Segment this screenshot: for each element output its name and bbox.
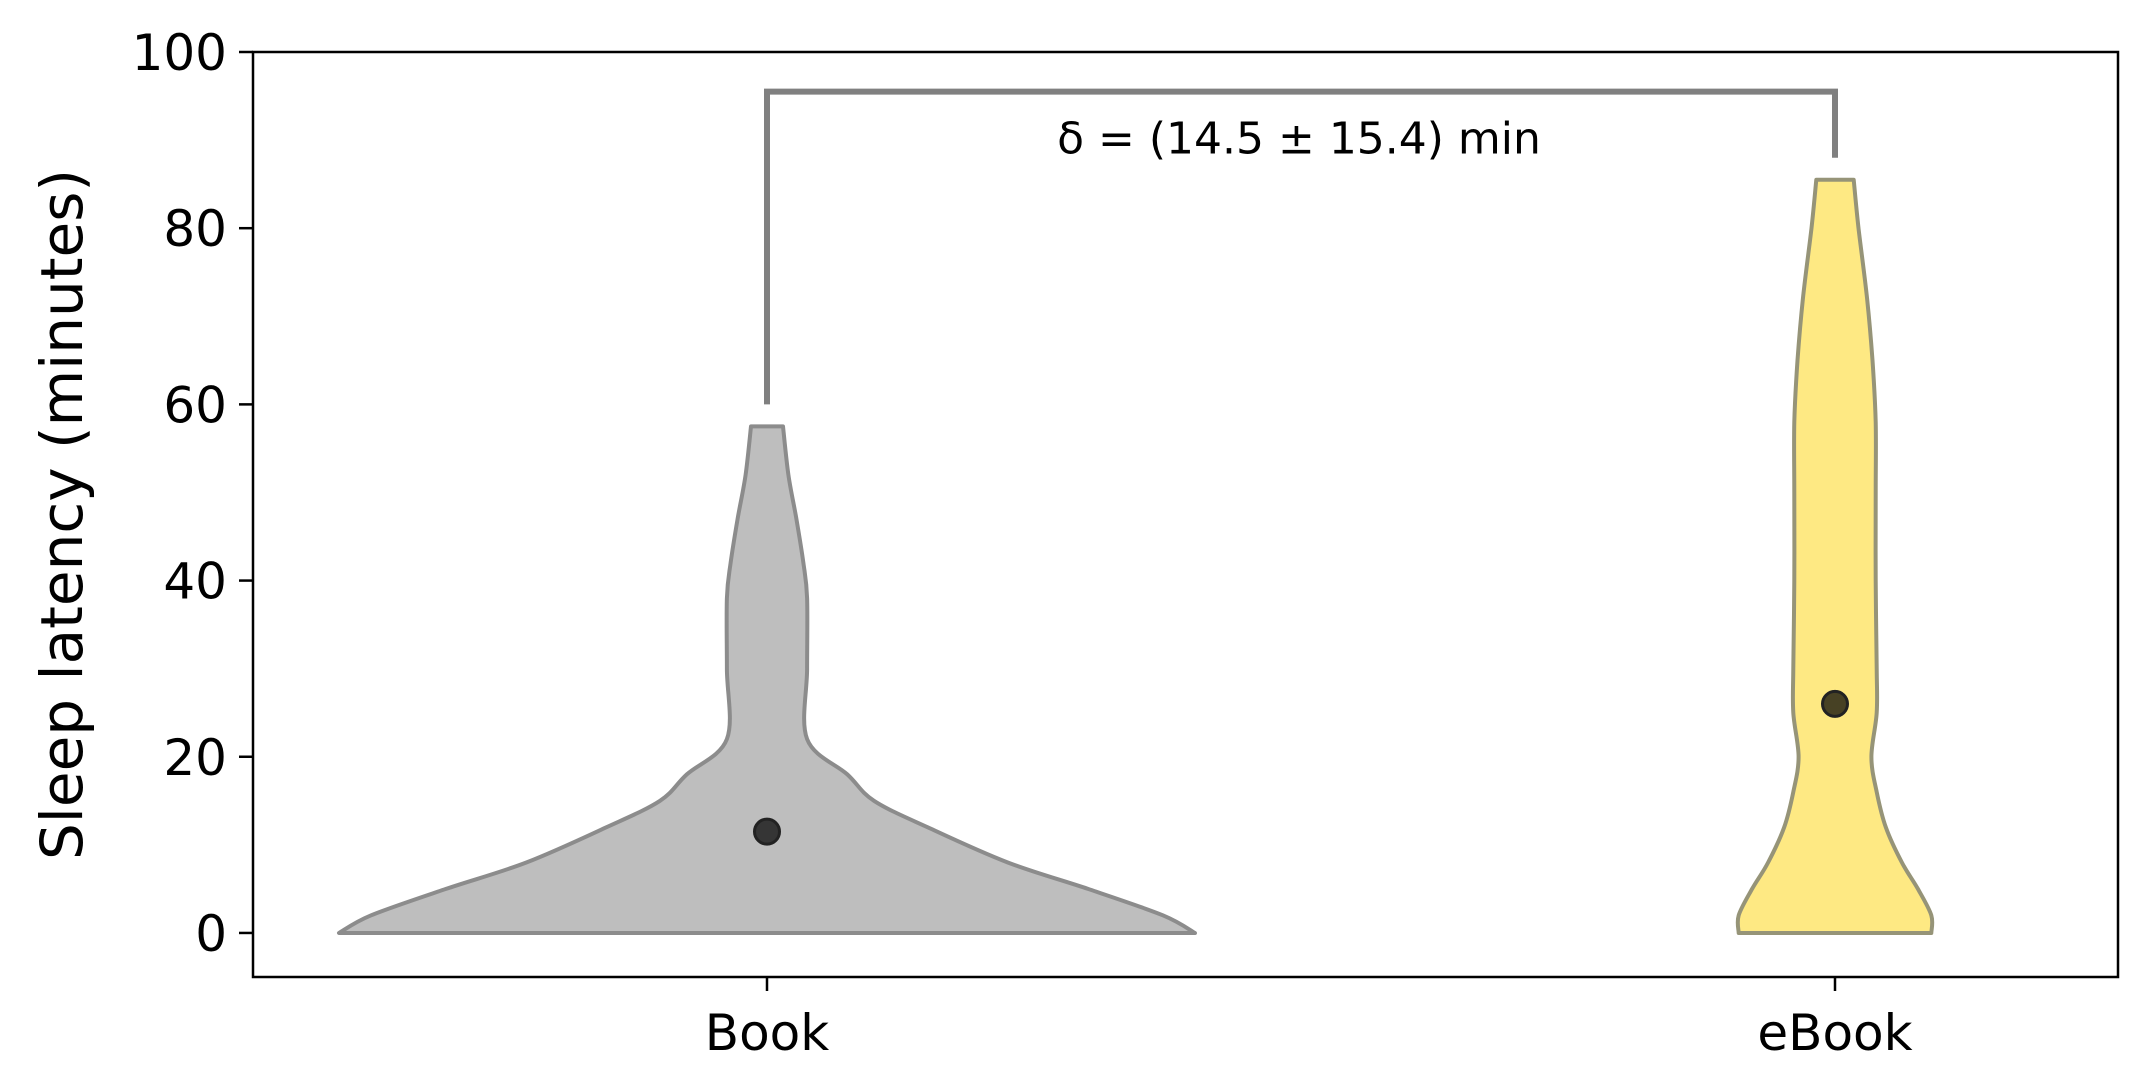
means-layer: [753, 689, 1849, 846]
y-tick-label: 60: [163, 376, 227, 434]
y-tick-label: 40: [163, 553, 227, 611]
x-tick-label-book: Book: [705, 1004, 829, 1062]
y-tick-label: 20: [163, 729, 227, 787]
plot-frame: [251, 50, 2120, 979]
y-tick-label: 100: [132, 24, 227, 82]
violin-ebook: [1735, 177, 1935, 935]
y-axis-label: Sleep latency (minutes): [28, 169, 96, 860]
significance-bracket: [764, 88, 1838, 405]
y-tick-label: 80: [163, 200, 227, 258]
mean-marker-book: [753, 817, 781, 846]
x-tick-label-ebook: eBook: [1757, 1004, 1912, 1062]
annotation-layer: δ = (14.5 ± 15.4) min: [764, 88, 1838, 405]
y-axis: 0 20 40 60 80 100: [132, 24, 253, 963]
annotation-label: δ = (14.5 ± 15.4) min: [1057, 114, 1541, 165]
y-tick-label: 0: [195, 905, 227, 963]
mean-marker-ebook: [1821, 689, 1849, 718]
violin-book: [337, 424, 1197, 935]
x-axis: Book eBook: [705, 977, 1913, 1062]
violins-layer: [337, 177, 1935, 935]
